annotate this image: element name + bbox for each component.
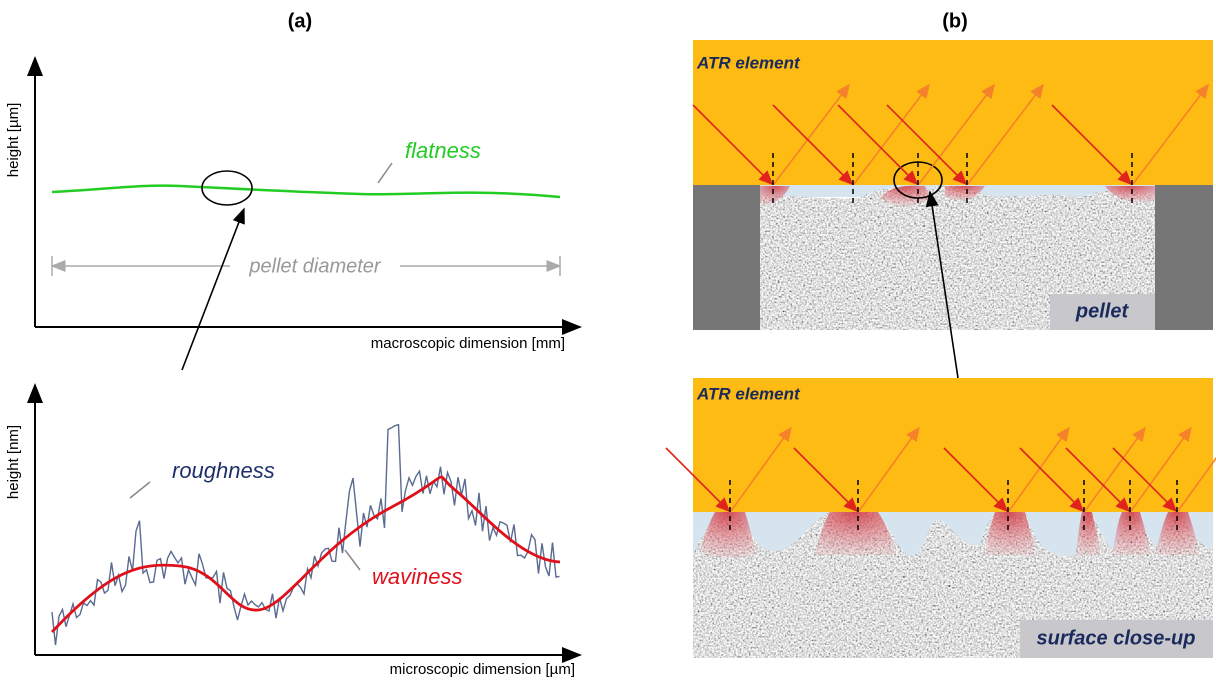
panel-label: (b): [942, 10, 968, 32]
roughness-curve: [52, 425, 560, 645]
zoom-arrow: [182, 209, 244, 370]
flatness-curve: [52, 186, 560, 197]
roughness-label: roughness: [172, 458, 275, 483]
atr-label: ATR element: [696, 53, 801, 72]
y-axis-label: height [µm]: [5, 103, 22, 178]
x-axis-label: microscopic dimension [µm]: [390, 661, 575, 678]
sample-label: pellet: [1075, 300, 1130, 322]
leader: [345, 550, 360, 570]
holder: [693, 185, 760, 330]
flatness-label: flatness: [405, 138, 481, 163]
leader: [130, 482, 150, 498]
panel-label: (a): [288, 10, 312, 32]
atr-label: ATR element: [696, 384, 801, 403]
holder: [1155, 185, 1213, 330]
waviness-curve: [52, 477, 560, 632]
figure: (a) (b) height [µm] macroscopic dimensio…: [0, 0, 1216, 681]
sample-label: surface close-up: [1037, 627, 1196, 649]
y-axis-label: height [nm]: [5, 425, 22, 499]
leader: [378, 163, 392, 183]
x-axis-label: macroscopic dimension [mm]: [371, 335, 565, 352]
waviness-label: waviness: [372, 564, 462, 589]
pellet-diameter-label: pellet diameter: [248, 255, 382, 277]
